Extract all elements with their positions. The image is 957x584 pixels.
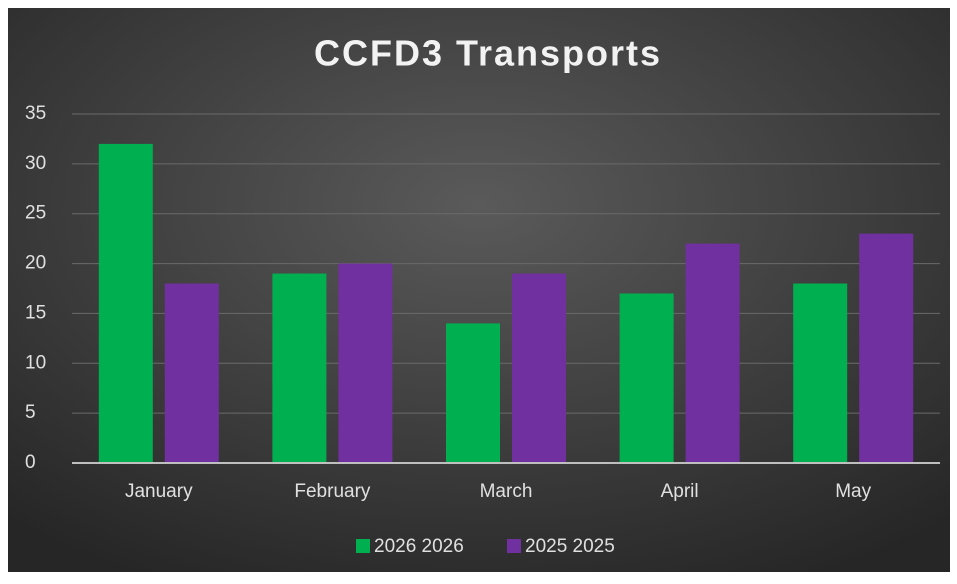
- legend-swatch: [356, 539, 370, 553]
- y-tick-label: 35: [25, 103, 46, 124]
- y-tick-label: 0: [25, 452, 36, 473]
- x-tick-label: January: [125, 481, 193, 502]
- bar: [272, 273, 327, 463]
- bar: [446, 323, 500, 463]
- x-tick-label: February: [294, 481, 371, 502]
- y-tick-label: 15: [25, 302, 46, 323]
- bar: [685, 243, 740, 463]
- bar: [164, 283, 219, 463]
- bar: [619, 293, 674, 463]
- legend-swatch: [507, 539, 521, 553]
- legend-label: 2025 2025: [525, 536, 615, 557]
- x-tick-label: March: [480, 481, 533, 502]
- y-tick-label: 25: [25, 203, 46, 224]
- bar: [512, 273, 566, 463]
- y-tick-label: 5: [25, 402, 36, 423]
- x-tick-label: May: [835, 481, 871, 502]
- legend-label: 2026 2026: [374, 536, 464, 557]
- y-tick-label: 30: [25, 153, 46, 174]
- bar: [338, 263, 393, 463]
- bar: [98, 143, 153, 463]
- y-tick-label: 20: [25, 253, 46, 274]
- bar: [859, 233, 914, 463]
- chart-title: CCFD3 Transports: [314, 33, 662, 74]
- x-tick-label: April: [661, 481, 699, 502]
- bar: [793, 283, 848, 463]
- y-tick-label: 10: [25, 352, 46, 373]
